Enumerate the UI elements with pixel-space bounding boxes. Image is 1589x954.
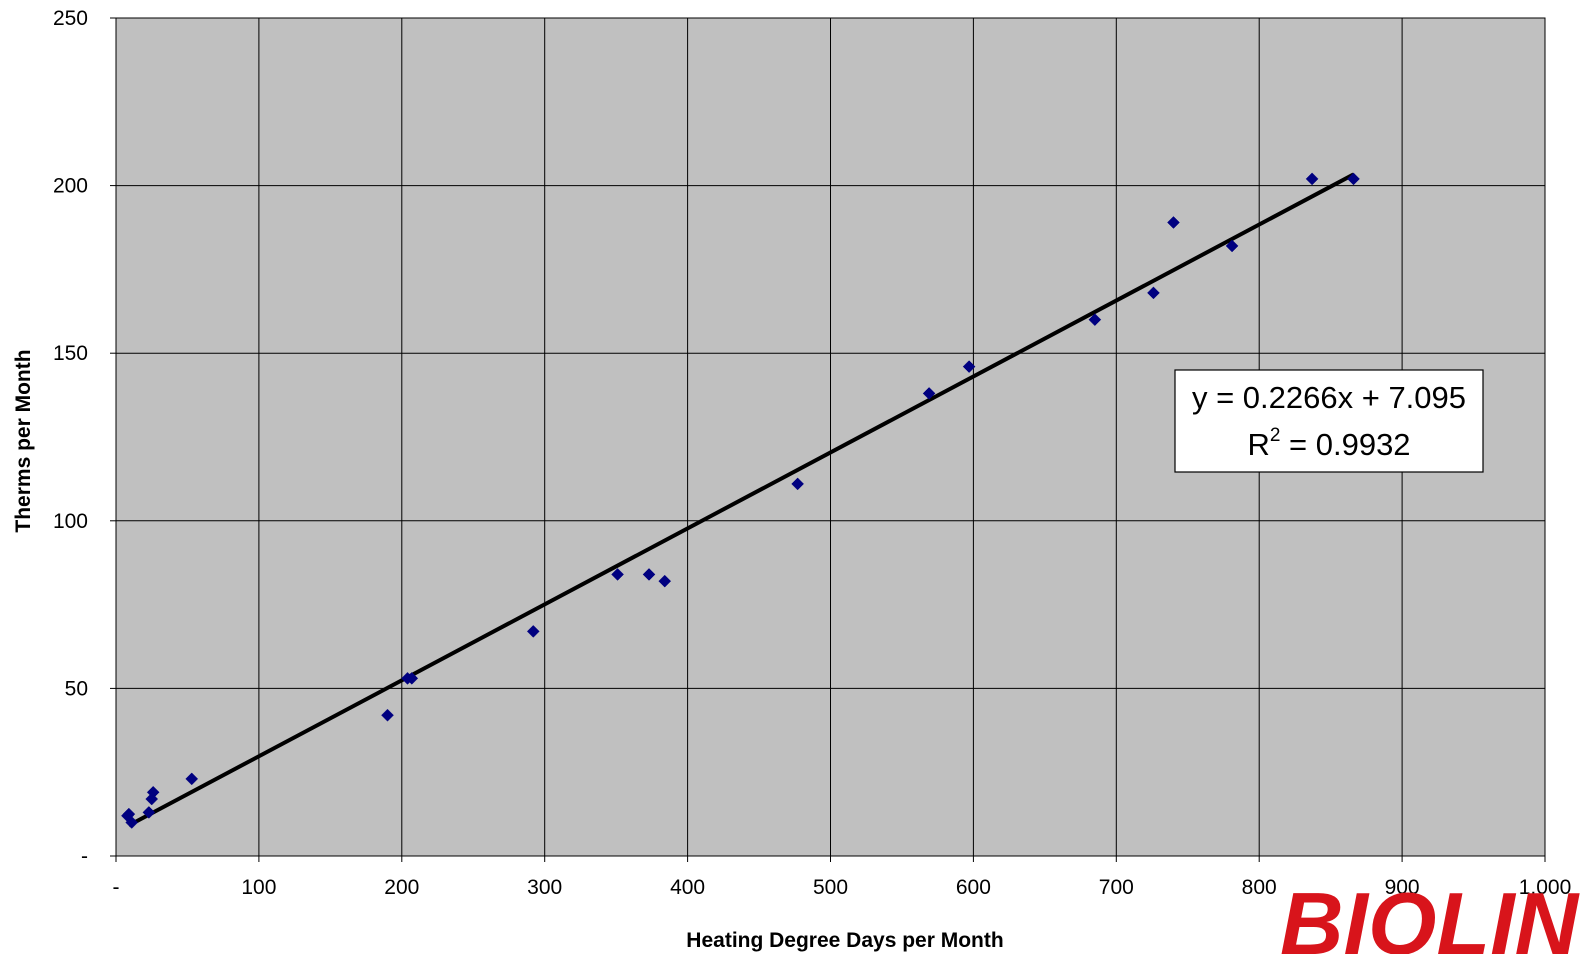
- trendline: [127, 172, 1355, 828]
- data-point: [1147, 286, 1160, 300]
- x-tick-label: 300: [527, 876, 562, 899]
- trendline-equation: y = 0.2266x + 7.095: [1192, 380, 1466, 415]
- y-tick-label: 250: [53, 7, 88, 30]
- x-tick-label: 1,000: [1519, 876, 1572, 899]
- x-tick-label: 800: [1242, 876, 1277, 899]
- y-tick-label: 100: [53, 510, 88, 533]
- y-tick-label: 50: [65, 677, 88, 700]
- equation-box: y = 0.2266x + 7.095 R2 = 0.9932: [1174, 369, 1484, 473]
- data-point: [642, 568, 656, 581]
- x-tick-label: 900: [1385, 876, 1420, 899]
- data-point: [611, 568, 624, 581]
- x-tick-label: -: [113, 876, 120, 899]
- y-axis-title: Therms per Month: [12, 349, 35, 532]
- data-point: [658, 574, 672, 588]
- trendline-group: [127, 172, 1355, 828]
- y-tick-label: 200: [53, 175, 88, 198]
- x-tick-label: 700: [1099, 876, 1134, 899]
- x-tick-label: 200: [384, 876, 419, 899]
- data-point: [185, 772, 199, 786]
- r-squared-prefix: R: [1247, 427, 1269, 462]
- data-point: [381, 708, 394, 722]
- data-point: [125, 816, 139, 829]
- data-point: [146, 785, 160, 799]
- x-tick-label: 100: [241, 876, 276, 899]
- data-points: [121, 172, 1360, 829]
- data-point: [1088, 313, 1102, 327]
- y-tick-label: 150: [53, 342, 88, 365]
- data-point: [962, 360, 976, 373]
- company-logo: BIOLIN: [1280, 874, 1581, 954]
- x-tick-label: 500: [813, 876, 848, 899]
- y-axis-ticks: - 50 100 150 200 250: [53, 7, 116, 868]
- data-point: [1167, 216, 1180, 229]
- data-point: [142, 806, 156, 819]
- equation-box-frame: [1174, 369, 1484, 473]
- data-point: [1225, 239, 1239, 253]
- x-axis-title: Heating Degree Days per Month: [686, 929, 1003, 952]
- data-point: [1347, 172, 1360, 186]
- r-squared-label: R2 = 0.9932: [1247, 425, 1410, 462]
- r-squared-value: = 0.9932: [1280, 427, 1410, 462]
- x-tick-label: 400: [670, 876, 705, 899]
- data-point: [922, 387, 936, 400]
- data-point: [791, 477, 804, 491]
- x-tick-label: 600: [956, 876, 991, 899]
- data-point: [526, 625, 540, 638]
- y-tick-label: -: [81, 845, 88, 868]
- r-squared-exponent: 2: [1270, 425, 1281, 446]
- data-point: [405, 671, 419, 685]
- x-axis-ticks: - 100 200 300 400 500 600 700 800 900 1,000: [113, 856, 1572, 899]
- data-point: [1305, 172, 1319, 186]
